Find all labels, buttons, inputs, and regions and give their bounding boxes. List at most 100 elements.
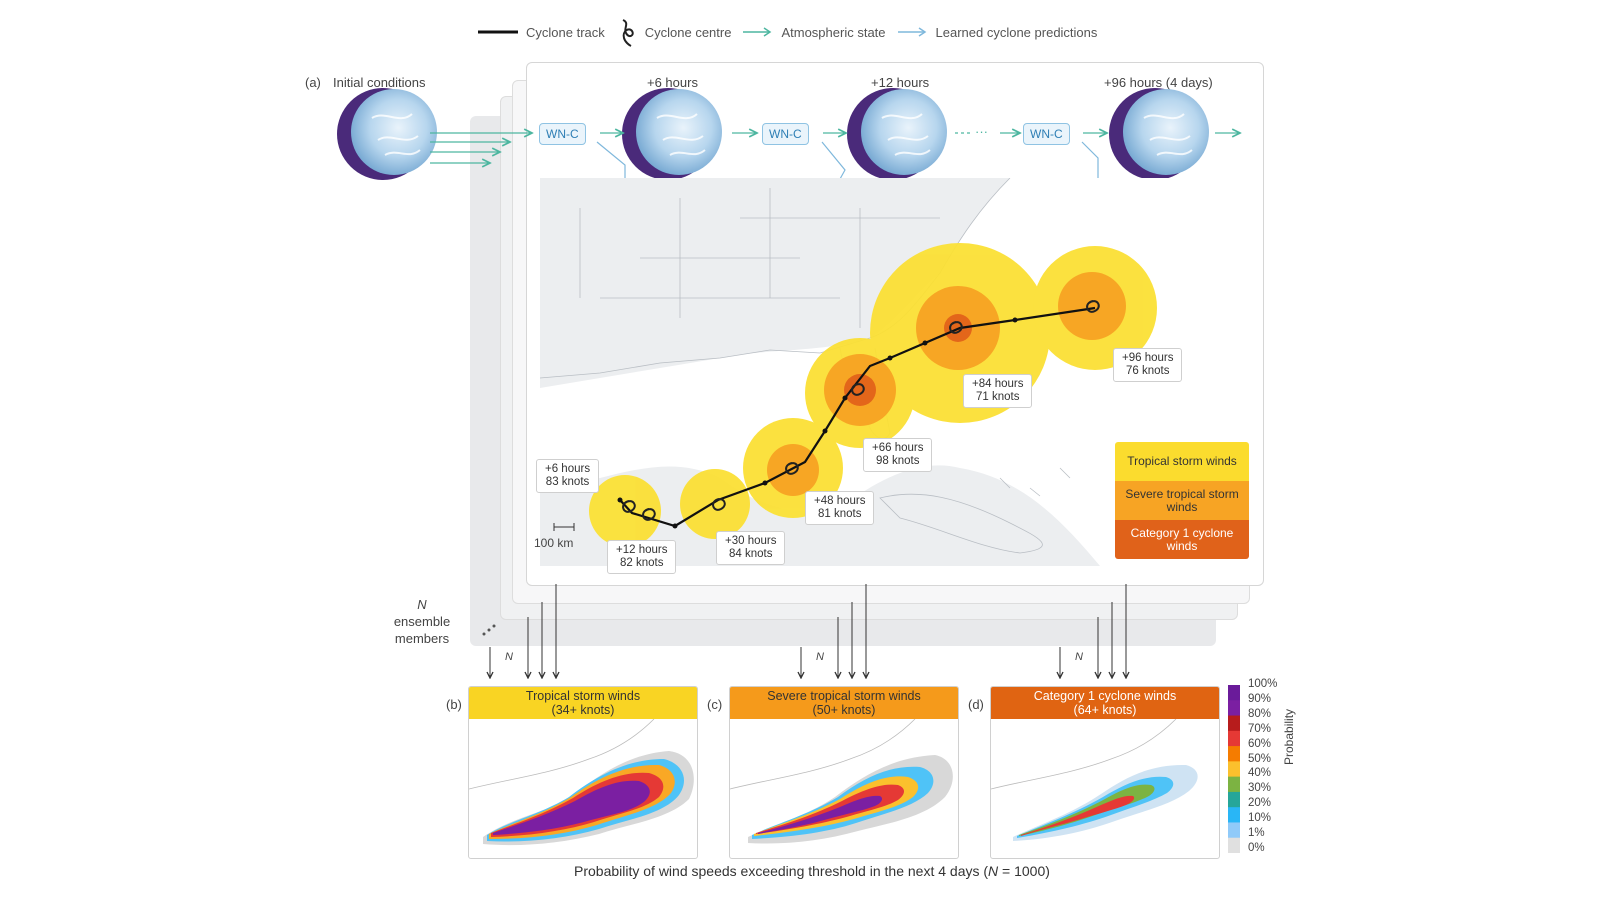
cyclone-centres <box>622 300 1100 521</box>
track-label-6h-time: +6 hours <box>545 463 591 475</box>
wnc-box-1: WN-C <box>539 123 586 145</box>
panel-d: Category 1 cyclone winds (64+ knots) <box>990 686 1220 859</box>
ensemble-label: N ensemble members <box>385 596 459 647</box>
n-label-1: N <box>505 651 513 663</box>
colorbar-label: Probability <box>1282 708 1296 765</box>
wind-key: Tropical storm winds Severe tropical sto… <box>1115 442 1249 559</box>
track-label-48h-time: +48 hours <box>814 495 866 507</box>
legend-centre: Cyclone centre <box>617 17 731 47</box>
panel-c-tag: (c) <box>707 697 723 712</box>
colorbar-segment <box>1228 822 1240 839</box>
panel-a-tag: (a) <box>305 75 321 90</box>
colorbar-tick: 100% <box>1248 678 1278 690</box>
track-label-30h-time: +30 hours <box>725 535 777 547</box>
n-label-2: N <box>816 651 824 663</box>
panel-d-header: Category 1 cyclone winds (64+ knots) <box>991 687 1219 719</box>
colorbar-segment <box>1228 776 1240 793</box>
step-label-96h: +96 hours (4 days) <box>1104 75 1213 90</box>
probability-colorbar <box>1228 685 1240 853</box>
cyclone-icon <box>622 19 634 47</box>
key-severe: Severe tropical storm winds <box>1115 481 1249 520</box>
colorbar-segment <box>1228 685 1240 701</box>
panel-c-header: Severe tropical storm winds (50+ knots) <box>730 687 958 719</box>
colorbar-ticks: 100% 90% 80% 70% 60% 50% 40% 30% 20% 10% 1% 0% <box>1248 678 1277 854</box>
panel-b-threshold: (34+ knots) <box>551 703 615 717</box>
caption-n: N <box>988 863 999 879</box>
panel-c: Severe tropical storm winds (50+ knots) <box>729 686 959 859</box>
caption-pre: Probability of wind speeds exceeding thr… <box>574 863 989 879</box>
colorbar-tick: 80% <box>1248 707 1272 720</box>
wnc-box-3: WN-C <box>1023 123 1070 145</box>
track-label-12h: +12 hours 82 knots <box>607 540 677 574</box>
track-label-66h-speed: 98 knots <box>876 455 920 467</box>
track-label-96h-time: +96 hours <box>1122 352 1174 364</box>
key-tropical: Tropical storm winds <box>1115 442 1249 481</box>
stack-ellipsis-dots <box>482 624 496 636</box>
track-label-48h: +48 hours 81 knots <box>805 491 875 525</box>
colorbar-tick: 1% <box>1248 827 1265 840</box>
globe-12h <box>847 88 947 180</box>
scale-bar <box>553 523 575 531</box>
caption-post: = 1000) <box>998 863 1050 879</box>
key-cat1: Category 1 cyclone winds <box>1115 520 1249 559</box>
swath-severe <box>767 272 1126 496</box>
colorbar-tick: 0% <box>1248 841 1265 854</box>
panel-b-header: Tropical storm winds (34+ knots) <box>469 687 697 719</box>
track-label-66h-time: +66 hours <box>872 442 924 454</box>
panel-d-tag: (d) <box>968 697 984 712</box>
colorbar-segment <box>1228 715 1240 732</box>
panel-c-map <box>730 718 958 853</box>
colorbar-tick: 40% <box>1248 767 1272 780</box>
step-label-12h: +12 hours <box>871 75 930 90</box>
panel-d-title: Category 1 cyclone winds <box>1033 689 1177 703</box>
globe-6h <box>622 88 722 180</box>
track-label-96h: +96 hours 76 knots <box>1113 348 1183 382</box>
colorbar-tick: 20% <box>1248 797 1272 810</box>
panel-d-map <box>991 718 1219 853</box>
n-label-3: N <box>1075 651 1083 663</box>
legend: Cyclone track Cyclone centre Atmospheric… <box>478 17 1098 47</box>
panel-b-title: Tropical storm winds <box>525 689 641 703</box>
panel-b-tag: (b) <box>446 697 462 712</box>
ensemble-text-2: members <box>394 631 450 646</box>
legend-learned: Learned cyclone predictions <box>897 24 1098 40</box>
globe-96h <box>1109 88 1209 180</box>
panel-d-threshold: (64+ knots) <box>1073 703 1137 717</box>
track-label-12h-time: +12 hours <box>616 544 668 556</box>
step-label-6h: +6 hours <box>647 75 698 90</box>
colorbar-segment <box>1228 807 1240 823</box>
figure-caption: Probability of wind speeds exceeding thr… <box>574 863 1050 879</box>
panel-c-title: Severe tropical storm winds <box>767 689 921 703</box>
track-label-30h-speed: 84 knots <box>729 548 773 560</box>
colorbar-tick: 10% <box>1248 812 1272 825</box>
track-label-48h-speed: 81 knots <box>818 508 862 520</box>
colorbar-tick: 70% <box>1248 722 1272 735</box>
initial-conditions-label: Initial conditions <box>333 75 426 90</box>
track-line-icon <box>478 30 518 34</box>
blue-arrow-icon <box>897 27 926 37</box>
colorbar-tick: 90% <box>1248 692 1272 705</box>
track-label-84h: +84 hours 71 knots <box>963 374 1033 408</box>
teal-arrow-icon <box>743 27 772 37</box>
wnc-box-2: WN-C <box>762 123 809 145</box>
panel-b-map <box>469 718 697 853</box>
wnc-ellipsis: ··· <box>975 124 988 139</box>
initial-arrows <box>430 133 1240 163</box>
track-label-96h-speed: 76 knots <box>1126 365 1170 377</box>
track-label-84h-speed: 71 knots <box>976 391 1020 403</box>
colorbar-tick: 60% <box>1248 737 1272 750</box>
colorbar-segment <box>1228 730 1240 747</box>
globe-initial <box>337 88 437 180</box>
legend-atmos: Atmospheric state <box>743 25 886 40</box>
track-label-84h-time: +84 hours <box>972 378 1024 390</box>
track-label-6h-speed: 83 knots <box>545 476 590 488</box>
legend-track-label: Cyclone track <box>526 24 605 40</box>
track-label-66h: +66 hours 98 knots <box>863 438 933 472</box>
track-label-6h: +6 hours 83 knots <box>536 459 600 493</box>
legend-learned-label: Learned cyclone predictions <box>935 24 1098 40</box>
colorbar-segment <box>1228 837 1240 853</box>
track-points <box>617 317 1018 529</box>
colorbar-segment <box>1228 700 1240 717</box>
ensemble-text-1: ensemble <box>393 614 451 629</box>
